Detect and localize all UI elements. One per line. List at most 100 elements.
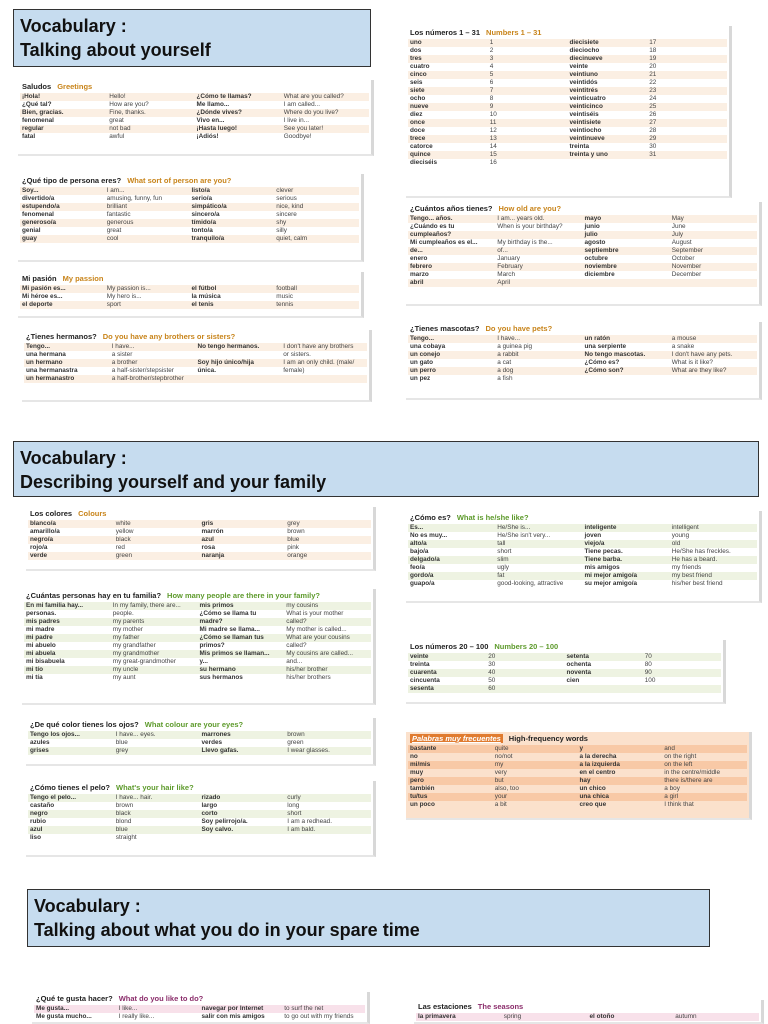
vocab-spanish <box>195 351 282 359</box>
vocab-english: ugly <box>495 564 583 572</box>
vocab-english: to go out with my friends <box>282 1013 365 1021</box>
vocab-english: My mother is called... <box>284 626 371 634</box>
vocab-english: no/not <box>492 753 578 761</box>
vocab-spanish: una hermana <box>24 351 110 359</box>
vocab-spanish: Mi héroe es... <box>20 293 105 301</box>
vocab-grid: En mi familia hay... In my family, there … <box>22 602 373 684</box>
vocab-spanish: una serpiente <box>582 343 670 351</box>
vocab-english: football <box>274 285 359 293</box>
vocab-english: and... <box>284 658 371 666</box>
vocab-spanish: mayo <box>582 215 670 223</box>
vocab-spanish: corto <box>199 810 286 818</box>
vocab-spanish: un gato <box>408 359 496 367</box>
vocab-english: 1 <box>487 39 568 47</box>
vocab-spanish: azules <box>28 739 114 747</box>
vocab-english: See you later! <box>281 125 369 133</box>
vocab-english: clever <box>274 187 359 195</box>
vocab-english: there is/there are <box>662 777 747 785</box>
vocab-spanish: creo que <box>577 801 663 809</box>
vocab-spanish: cincuenta <box>408 677 487 685</box>
vocab-english: my aunt <box>110 674 198 682</box>
vocab-english: 17 <box>647 39 727 47</box>
vocab-english: not bad <box>107 125 195 133</box>
vocab-spanish: Bien, gracias. <box>20 109 108 117</box>
vocab-spanish: tres <box>408 55 488 63</box>
vocab-english: quite <box>492 745 578 753</box>
vocab-english: I don't have any brothers <box>281 343 367 351</box>
vocab-english <box>642 685 721 693</box>
vocab-spanish: veintitrés <box>567 87 648 95</box>
vocab-english: What is your mother <box>284 610 371 618</box>
vocab-english: in the centre/middle <box>662 769 747 777</box>
vocab-spanish: un pez <box>408 375 496 383</box>
vocab-spanish: mi abuelo <box>24 642 111 650</box>
card-title: ¿Cómo tienes el pelo? What's your hair li… <box>26 781 373 794</box>
vocab-spanish: Soy pelirrojo/a. <box>199 818 286 826</box>
vocab-spanish: liso <box>28 834 114 842</box>
banner-line2: Talking about what you do in your spare … <box>34 920 420 940</box>
vocab-spanish: rojo/a <box>28 544 114 552</box>
vocab-spanish: veintidós <box>567 79 648 87</box>
vocab-english <box>669 279 757 287</box>
vocab-spanish: tranquilo/a <box>189 235 275 243</box>
vocab-spanish: azul <box>28 826 114 834</box>
vocab-spanish: Mi pasión es... <box>20 285 105 293</box>
vocab-english: August <box>669 239 757 247</box>
banner-line1: Vocabulary : <box>20 448 127 468</box>
vocab-spanish: Tengo los ojos... <box>28 731 114 739</box>
vocab-spanish: Tiene barba. <box>582 556 670 564</box>
vocab-spanish: un chico <box>577 785 663 793</box>
card-title-english: The seasons <box>477 1002 524 1011</box>
vocab-spanish: mi bisabuela <box>24 658 111 666</box>
vocab-english: June <box>669 223 757 231</box>
vocab-english: 40 <box>486 669 565 677</box>
vocab-spanish: treinta y uno <box>567 151 648 159</box>
vocab-spanish: el fútbol <box>189 285 275 293</box>
vocab-spanish: azul <box>199 536 286 544</box>
vocab-spanish: ochenta <box>564 661 643 669</box>
banner-line2: Describing yourself and your family <box>20 472 327 492</box>
vocab-spanish: Me gusta mucho... <box>34 1013 117 1021</box>
vocab-english: 70 <box>642 653 721 661</box>
vocab-english: female) <box>281 367 367 375</box>
vocab-english: What is it like? <box>669 359 757 367</box>
vocab-english: white <box>113 520 200 528</box>
vocab-spanish: simpático/a <box>189 203 275 211</box>
vocab-english: 30 <box>486 661 565 669</box>
vocab-spanish: rubio <box>28 818 114 826</box>
vocab-spanish: mi padre <box>24 634 111 642</box>
vocab-card-personality: ¿Qué tipo de persona eres? What sort of p… <box>18 174 364 262</box>
vocab-english <box>669 375 757 383</box>
vocab-spanish: noviembre <box>582 263 670 271</box>
vocab-english: my best friend <box>669 572 757 580</box>
vocab-english: black <box>113 536 200 544</box>
vocab-grid: Tengo los ojos... I have... eyes. marrones… <box>26 731 373 757</box>
vocab-english: I am bald. <box>285 826 371 834</box>
vocab-spanish: gordo/a <box>408 572 496 580</box>
vocab-spanish: mi madre <box>24 626 111 634</box>
vocab-spanish: ¿Cómo se llaman tus <box>197 634 285 642</box>
vocab-english: How are you? <box>107 101 195 109</box>
vocab-spanish: Me gusta... <box>34 1005 117 1013</box>
vocab-spanish: Soy hijo único/hija <box>195 359 282 367</box>
vocab-spanish: Mis primos se llaman... <box>197 650 285 658</box>
vocab-english: blue <box>113 739 200 747</box>
vocab-spanish: y <box>577 745 663 753</box>
vocab-english: October <box>669 255 757 263</box>
vocab-english: green <box>285 739 371 747</box>
vocab-english: Where do you live? <box>281 109 369 117</box>
vocab-spanish: nueve <box>408 103 488 111</box>
card-title-english: What colour are your eyes? <box>144 720 244 729</box>
vocab-grid: Tengo... I have... un ratón a mouse una coba… <box>406 335 759 385</box>
vocab-card-numbers-1-31: Los números 1 – 31 Numbers 1 – 31 uno 1 diec… <box>406 26 732 198</box>
card-title: Palabras muy frecuentes High-frequency wo… <box>406 732 749 745</box>
vocab-spanish: un poco <box>408 801 493 809</box>
vocab-spanish: seis <box>408 79 488 87</box>
vocab-spanish: veinte <box>567 63 648 71</box>
vocab-english: grey <box>285 520 371 528</box>
vocab-english: I really like... <box>116 1013 200 1021</box>
vocab-english: green <box>113 552 200 560</box>
vocab-english: I think that <box>662 801 747 809</box>
vocab-spanish: tímido/a <box>189 219 275 227</box>
vocab-spanish: verde <box>28 552 114 560</box>
